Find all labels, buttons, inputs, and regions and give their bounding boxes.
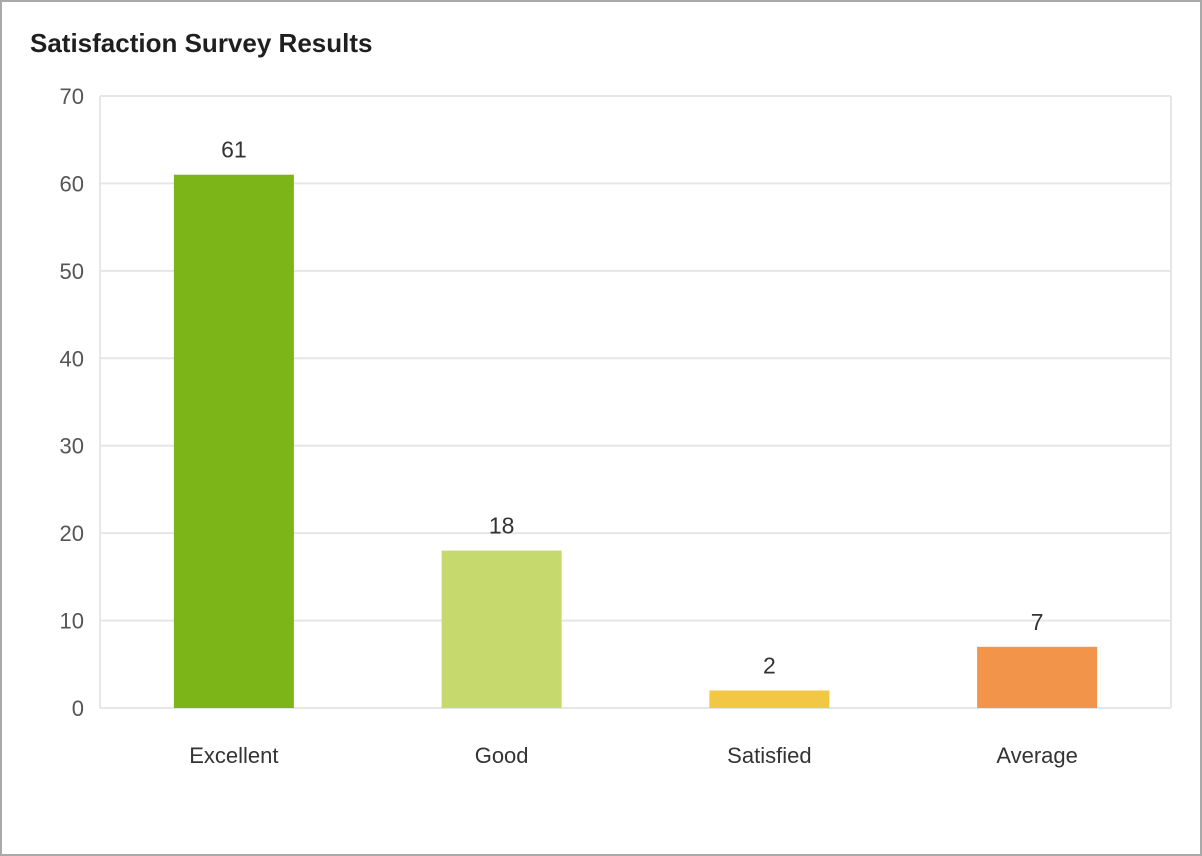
y-tick-label: 30: [60, 434, 84, 459]
bars: [173, 174, 1098, 708]
x-tick-label: Excellent: [189, 743, 278, 768]
x-tick-label: Satisfied: [727, 743, 811, 768]
y-tick-label: 50: [60, 259, 84, 284]
y-tick-label: 40: [60, 346, 84, 371]
data-labels: 61 18 2 7: [221, 137, 1043, 679]
chart-title: Satisfaction Survey Results: [30, 28, 373, 58]
data-label: 61: [221, 137, 247, 163]
x-tick-label: Good: [475, 743, 529, 768]
data-label: 2: [763, 653, 776, 679]
x-axis-ticks: Excellent Good Satisfied Average: [189, 743, 1078, 768]
y-tick-label: 20: [60, 521, 84, 546]
x-tick-label: Average: [996, 743, 1078, 768]
bar: [173, 174, 294, 708]
y-tick-label: 10: [60, 609, 84, 634]
data-label: 18: [489, 513, 515, 539]
y-axis-ticks: 0 10 20 30 40 50 60 70: [60, 84, 84, 721]
y-tick-label: 60: [60, 171, 84, 196]
bar: [709, 690, 830, 708]
y-tick-label: 70: [60, 84, 84, 109]
bar: [441, 550, 562, 708]
bar: [977, 646, 1098, 708]
data-label: 7: [1031, 609, 1044, 635]
y-tick-label: 0: [72, 696, 84, 721]
